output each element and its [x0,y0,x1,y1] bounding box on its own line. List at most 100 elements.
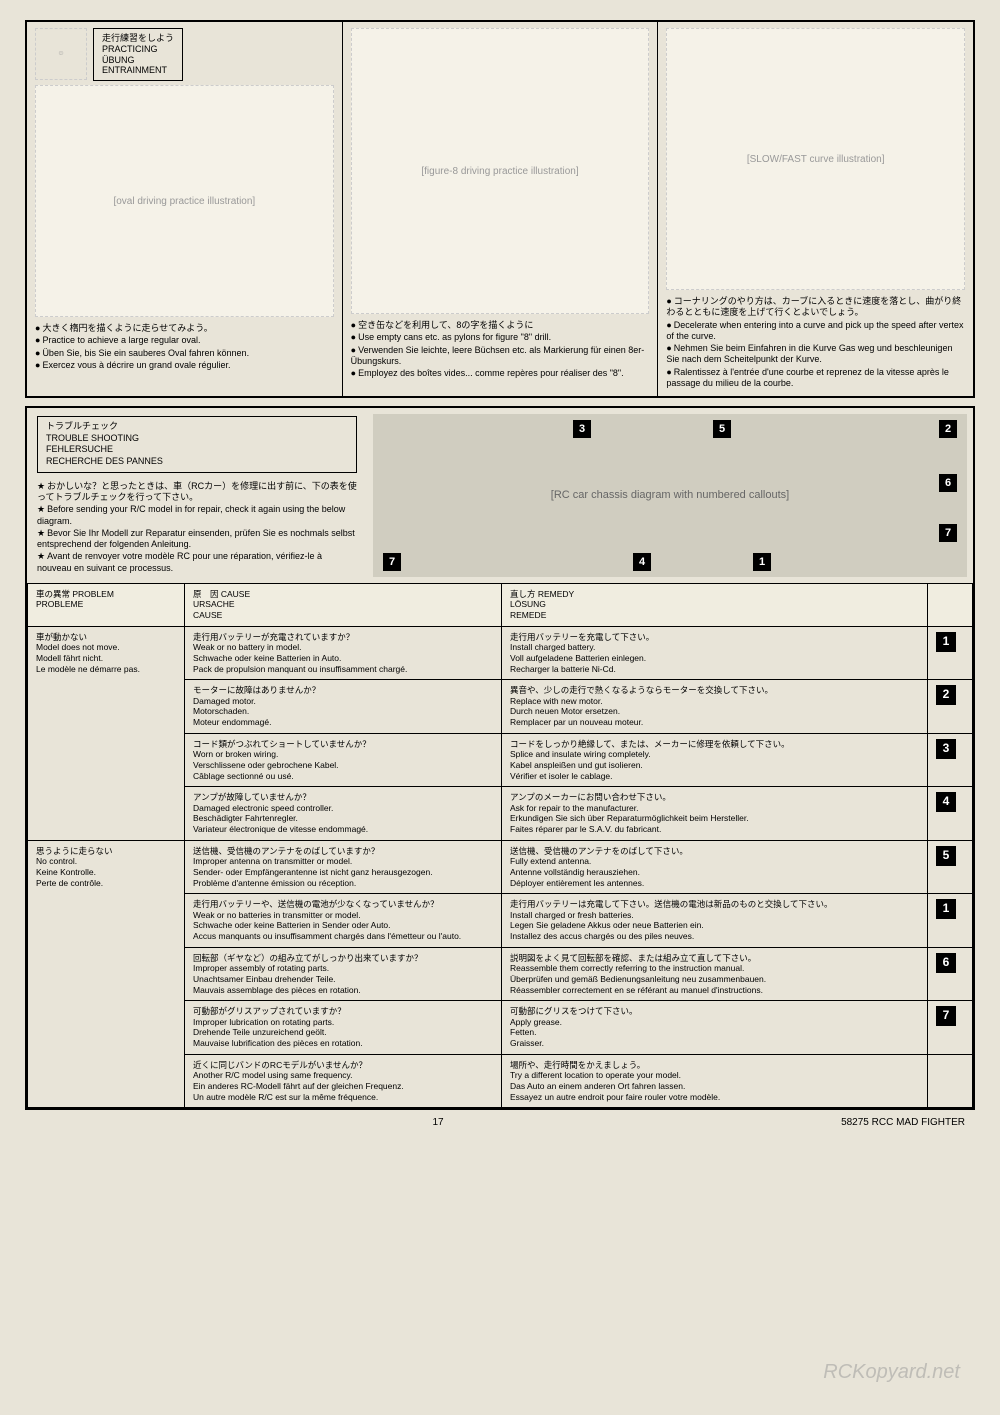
curve-practice-illustration: [SLOW/FAST curve illustration] [666,28,965,290]
trouble-title-jp: トラブルチェック [46,421,348,433]
remedy-cell: 異音や、少しの走行で熱くなるようならモーターを交換して下さい。Replace w… [502,680,928,734]
num-box: 6 [936,953,956,973]
trouble-table: 車の異常 PROBLEM PROBLEME 原 因 CAUSE URSACHE … [27,583,973,1108]
trouble-title-en: TROUBLE SHOOTING [46,433,348,445]
intro-en: Before sending your R/C model in for rep… [37,504,357,527]
col3-line-fr: Ralentissez à l'entrée d'une courbe et r… [666,367,965,390]
title-fr: ENTRAINMENT [102,65,174,76]
page-footer: 17 58275 RCC MAD FIGHTER [25,1110,975,1129]
intro-de: Bevor Sie Ihr Modell zur Reparatur einse… [37,528,357,551]
num-cell: 5 [928,840,973,894]
oval-practice-illustration: [oval driving practice illustration] [35,85,334,317]
col3-line-en: Decelerate when entering into a curve an… [666,320,965,343]
chassis-label: [RC car chassis diagram with numbered ca… [551,488,789,502]
trouble-header: トラブルチェック TROUBLE SHOOTING FEHLERSUCHE RE… [27,408,973,583]
remedy-cell: 走行用バッテリーは充電して下さい。送信機の電池は新品のものと交換して下さい。In… [502,894,928,948]
callout-3: 3 [573,420,591,438]
num-box: 4 [936,792,956,812]
trouble-intro: おかしいな？と思ったときは、車（RCカー）を修理に出す前に、下の表を使ってトラブ… [37,481,357,574]
num-cell: 7 [928,1001,973,1055]
col2-line-de: Verwenden Sie leichte, leere Büchsen etc… [351,345,650,368]
title-en: PRACTICING [102,44,174,55]
intro-fr: Avant de renvoyer votre modèle RC pour u… [37,551,357,574]
practice-col-3: [SLOW/FAST curve illustration] コーナリングのやり… [658,22,973,396]
practice-col-2: [figure-8 driving practice illustration]… [343,22,659,396]
callout-5: 5 [713,420,731,438]
chassis-diagram: [RC car chassis diagram with numbered ca… [373,414,967,577]
remedy-cell: アンプのメーカーにお問い合わせ下さい。Ask for repair to the… [502,787,928,841]
practice-col-1: ☺ 走行練習をしよう PRACTICING ÜBUNG ENTRAINMENT … [27,22,343,396]
col1-line-jp: 大きく楕円を描くように走らせてみよう。 [35,323,334,334]
table-row: 思うように走らないNo control.Keine Kontrolle.Pert… [28,840,973,894]
col2-line-fr: Employez des boîtes vides... comme repèr… [351,368,650,379]
callout-7b: 7 [939,524,957,542]
num-box: 1 [936,899,956,919]
col1-instructions: 大きく楕円を描くように走らせてみよう。 Practice to achieve … [35,323,334,371]
th-num [928,583,973,626]
cause-cell: アンプが故障していませんか？Damaged electronic speed c… [185,787,502,841]
col2-instructions: 空き缶などを利用して、8の字を描くように Use empty cans etc.… [351,320,650,379]
manual-code: 58275 RCC MAD FIGHTER [841,1116,965,1129]
col3-line-jp: コーナリングのやり方は、カーブに入るときに速度を落とし、曲がり終わるとともに速度… [666,296,965,319]
callout-4: 4 [633,553,651,571]
col2-line-en: Use empty cans etc. as pylons for figure… [351,332,650,343]
th-remedy: 直し方 REMEDY LÖSUNG REMEDE [502,583,928,626]
num-cell: 2 [928,680,973,734]
trouble-section: トラブルチェック TROUBLE SHOOTING FEHLERSUCHE RE… [25,406,975,1110]
trouble-title-de: FEHLERSUCHE [46,444,348,456]
figure8-practice-illustration: [figure-8 driving practice illustration] [351,28,650,314]
intro-jp: おかしいな？と思ったときは、車（RCカー）を修理に出す前に、下の表を使ってトラブ… [37,481,357,504]
page-number: 17 [432,1116,443,1129]
col1-line-en: Practice to achieve a large regular oval… [35,335,334,346]
cause-cell: コード類がつぶれてショートしていませんか？Worn or broken wiri… [185,733,502,787]
trouble-title-fr: RECHERCHE DES PANNES [46,456,348,468]
cause-cell: 近くに同じバンドのRCモデルがいませんか？Another R/C model u… [185,1054,502,1108]
title-de: ÜBUNG [102,55,174,66]
num-cell: 3 [928,733,973,787]
table-header-row: 車の異常 PROBLEM PROBLEME 原 因 CAUSE URSACHE … [28,583,973,626]
callout-7: 7 [383,553,401,571]
trouble-title-box: トラブルチェック TROUBLE SHOOTING FEHLERSUCHE RE… [37,416,357,473]
th-problem: 車の異常 PROBLEM PROBLEME [28,583,185,626]
watermark: RCKopyard.net [823,1359,960,1385]
th-cause: 原 因 CAUSE URSACHE CAUSE [185,583,502,626]
col1-line-de: Üben Sie, bis Sie ein sauberes Oval fahr… [35,348,334,359]
cause-cell: 回転部（ギヤなど）の組み立てがしっかり出来ていますか？Improper asse… [185,947,502,1001]
remedy-cell: 説明図をよく見て回転部を確認、または組み立て直して下さい。Reassemble … [502,947,928,1001]
num-cell: 4 [928,787,973,841]
cause-cell: 可動部がグリスアップされていますか？Improper lubrication o… [185,1001,502,1055]
num-cell: 6 [928,947,973,1001]
callout-6: 6 [939,474,957,492]
cause-cell: 送信機、受信機のアンテナをのばしていますか？Improper antenna o… [185,840,502,894]
num-cell: 1 [928,626,973,680]
remedy-cell: 可動部にグリスをつけて下さい。Apply grease.Fetten.Grais… [502,1001,928,1055]
num-box: 7 [936,1006,956,1026]
num-box: 3 [936,739,956,759]
col3-line-de: Nehmen Sie beim Einfahren in die Kurve G… [666,343,965,366]
problem-cell: 車が動かないModel does not move.Modell fährt n… [28,626,185,840]
table-row: 車が動かないModel does not move.Modell fährt n… [28,626,973,680]
num-cell [928,1054,973,1108]
num-cell: 1 [928,894,973,948]
callout-2: 2 [939,420,957,438]
remedy-cell: 走行用バッテリーを充電して下さい。Install charged battery… [502,626,928,680]
remedy-cell: 場所や、走行時間をかえましょう。Try a different location… [502,1054,928,1108]
title-jp: 走行練習をしよう [102,33,174,44]
cause-cell: モーターに故障はありませんか？Damaged motor.Motorschade… [185,680,502,734]
num-box: 2 [936,685,956,705]
col1-line-fr: Exercez vous à décrire un grand ovale ré… [35,360,334,371]
practice-title-box: 走行練習をしよう PRACTICING ÜBUNG ENTRAINMENT [93,28,183,81]
problem-cell: 思うように走らないNo control.Keine Kontrolle.Pert… [28,840,185,1108]
remedy-cell: コードをしっかり絶縁して、または、メーカーに修理を依頼して下さい。Splice … [502,733,928,787]
cartoon-face-icon: ☺ [35,28,87,80]
num-box: 1 [936,632,956,652]
trouble-title-area: トラブルチェック TROUBLE SHOOTING FEHLERSUCHE RE… [27,408,367,583]
num-box: 5 [936,846,956,866]
practice-section: ☺ 走行練習をしよう PRACTICING ÜBUNG ENTRAINMENT … [25,20,975,398]
col2-line-jp: 空き缶などを利用して、8の字を描くように [351,320,650,331]
remedy-cell: 送信機、受信機のアンテナをのばして下さい。Fully extend antenn… [502,840,928,894]
cause-cell: 走行用バッテリーが充電されていますか？Weak or no battery in… [185,626,502,680]
col3-instructions: コーナリングのやり方は、カーブに入るときに速度を落とし、曲がり終わるとともに速度… [666,296,965,389]
callout-1: 1 [753,553,771,571]
cause-cell: 走行用バッテリーや、送信機の電池が少なくなっていませんか？Weak or no … [185,894,502,948]
